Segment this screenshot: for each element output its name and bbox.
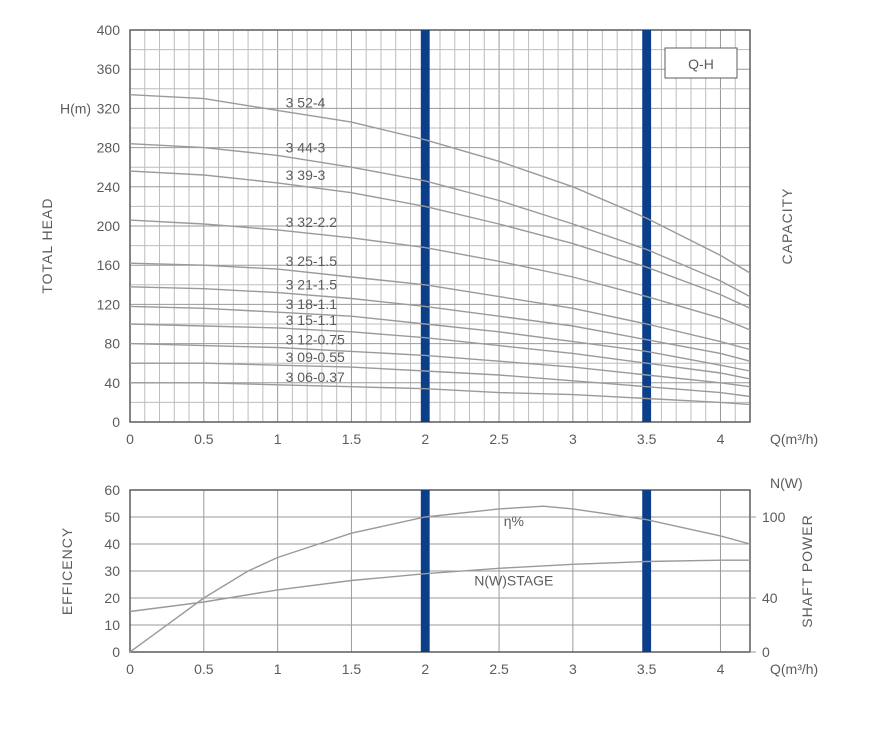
shaft-power-rot-label: SHAFT POWER: [799, 514, 815, 627]
qh-title-text: Q-H: [688, 56, 714, 72]
y-left-tick: 60: [104, 482, 120, 498]
x-tick-label: 2: [421, 661, 429, 677]
y-right-tick: 40: [762, 590, 778, 606]
curve-label: 3 18-1.1: [286, 296, 338, 312]
x-tick-label: 4: [717, 431, 725, 447]
curve-label: 3 25-1.5: [286, 253, 338, 269]
y-tick-label: 160: [97, 257, 121, 273]
y-left-tick: 20: [104, 590, 120, 606]
curve-label: 3 44-3: [286, 139, 326, 155]
y-left-tick: 30: [104, 563, 120, 579]
y-tick-label: 240: [97, 179, 121, 195]
x-tick-label: 0: [126, 431, 134, 447]
y-right-tick: 0: [762, 644, 770, 660]
y-left-tick: 40: [104, 536, 120, 552]
efficiency-curve: [130, 506, 750, 652]
curve-label: 3 39-3: [286, 167, 326, 183]
x-axis-label: Q(m³/h): [770, 661, 818, 677]
efficiency-rot-label: EFFICENCY: [59, 527, 75, 615]
operating-range-bar: [642, 490, 651, 652]
x-tick-label: 2: [421, 431, 429, 447]
curve-label: 3 09-0.55: [286, 349, 345, 365]
x-tick-label: 1.5: [342, 431, 362, 447]
x-tick-label: 0: [126, 661, 134, 677]
right-rot-label: CAPACITY: [779, 188, 795, 265]
y-tick-label: 80: [104, 336, 120, 352]
left-rot-label: TOTAL HEAD: [39, 198, 55, 294]
x-tick-label: 0.5: [194, 661, 214, 677]
y-tick-label: 200: [97, 218, 121, 234]
y-tick-label: 360: [97, 61, 121, 77]
y-tick-label: 280: [97, 140, 121, 156]
y-axis-label: H(m): [60, 100, 91, 116]
x-tick-label: 1: [274, 661, 282, 677]
top-chart: 3 52-4 3 44-3 3 39-3 3 32-2.2 3 25-1.5 3 21-1…: [39, 22, 818, 447]
x-tick-label: 2.5: [489, 431, 509, 447]
y-tick-label: 40: [104, 375, 120, 391]
x-tick-label: 4: [717, 661, 725, 677]
y-tick-label: 0: [112, 414, 120, 430]
x-tick-label: 0.5: [194, 431, 214, 447]
pump-curves-figure: 3 52-4 3 44-3 3 39-3 3 32-2.2 3 25-1.5 3 21-1…: [0, 0, 888, 731]
operating-range-bar: [421, 490, 430, 652]
shaft-power-label: N(W)STAGE: [474, 572, 553, 588]
x-tick-label: 3.5: [637, 431, 657, 447]
bottom-chart: η% N(W)STAGE 0 10 20 30 40 50 60 0 40 100 0 0.5 1 1.5 2 2…: [59, 475, 818, 677]
curve-label: 3 52-4: [286, 94, 326, 110]
y-tick-label: 320: [97, 100, 121, 116]
x-tick-label: 3: [569, 431, 577, 447]
x-tick-label: 2.5: [489, 661, 509, 677]
curve-label: 3 32-2.2: [286, 214, 338, 230]
curve-label: 3 15-1.1: [286, 312, 338, 328]
y-right-tick: 100: [762, 509, 786, 525]
curve-label: 3 12-0.75: [286, 332, 345, 348]
operating-range-bar: [421, 30, 430, 422]
x-axis-label: Q(m³/h): [770, 431, 818, 447]
curve-label: 3 21-1.5: [286, 277, 338, 293]
y-left-tick: 50: [104, 509, 120, 525]
y-left-tick: 10: [104, 617, 120, 633]
x-tick-label: 1.5: [342, 661, 362, 677]
y-tick-label: 120: [97, 296, 121, 312]
y-left-tick: 0: [112, 644, 120, 660]
curve-label: 3 06-0.37: [286, 369, 345, 385]
x-tick-label: 3.5: [637, 661, 657, 677]
x-tick-label: 1: [274, 431, 282, 447]
efficiency-label: η%: [504, 513, 524, 529]
x-tick-label: 3: [569, 661, 577, 677]
right-axis-title: N(W): [770, 475, 803, 491]
y-tick-label: 400: [97, 22, 121, 38]
